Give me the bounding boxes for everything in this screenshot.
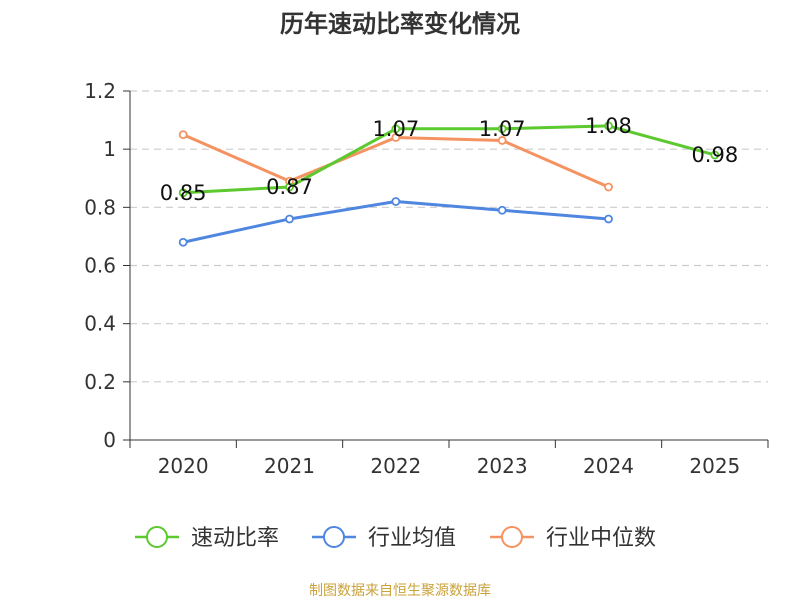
data-point [285,214,294,224]
legend-marker-icon [146,526,168,548]
data-label: 1.07 [479,117,526,141]
series-line [183,124,716,195]
data-label: 1.07 [372,117,419,141]
data-label: 1.08 [585,114,632,138]
y-tick-label: 0 [103,428,116,452]
y-tick-label: 1 [103,137,116,161]
data-point [178,237,188,247]
data-point [604,214,613,224]
data-point [178,188,188,198]
series-lines [178,121,720,247]
y-tick-label: 0.8 [84,195,116,219]
y-tick-label: 0.4 [84,312,116,336]
series-行业均值 [178,197,613,247]
data-point [710,150,720,160]
data-point [178,130,188,140]
data-point [604,182,613,192]
legend-item[interactable]: 速动比率 [135,526,279,551]
gridlines [130,90,768,383]
axes: 0 0.2 0.4 0.6 0.8 1 1.2 2020 2021 2022 2023 2024 202… [84,79,769,478]
x-tick-label: 2025 [689,454,740,478]
data-point [285,182,294,192]
legend-label: 速动比率 [191,526,279,551]
data-point [391,197,401,206]
legend-marker-icon [501,526,523,548]
x-tick-label: 2022 [370,454,421,478]
x-tick-label: 2023 [477,454,528,478]
data-labels: 0.85 0.87 1.07 1.07 1.08 0.98 [160,114,738,205]
data-point [391,124,401,134]
legend-marker-icon [323,526,345,548]
data-point [497,136,507,145]
chart-title: 历年速动比率变化情况 [280,10,520,38]
legend[interactable]: 速动比率 行业均值 行业中位数 [135,526,656,551]
x-tick-label: 2024 [583,454,634,478]
series-line [182,133,610,189]
y-tick-label: 0.2 [84,370,116,394]
x-tick-label: 2021 [264,454,315,478]
data-point [391,133,401,142]
data-label: 0.87 [266,175,313,199]
source-note: 制图数据来自恒生聚源数据库 [309,583,491,599]
data-label: 0.98 [691,143,738,167]
data-point [604,121,613,131]
legend-label: 行业均值 [368,526,456,551]
series-速动比率 [178,121,720,198]
legend-item[interactable]: 行业均值 [312,526,456,551]
y-tick-label: 1.2 [84,79,116,103]
data-point [497,124,507,134]
data-point [497,205,507,215]
data-label: 0.85 [160,181,207,205]
legend-item[interactable]: 行业中位数 [490,526,656,551]
x-tick-label: 2020 [158,454,209,478]
y-tick-label: 0.6 [84,254,116,278]
legend-label: 行业中位数 [546,526,656,551]
series-行业中位数 [178,130,613,192]
